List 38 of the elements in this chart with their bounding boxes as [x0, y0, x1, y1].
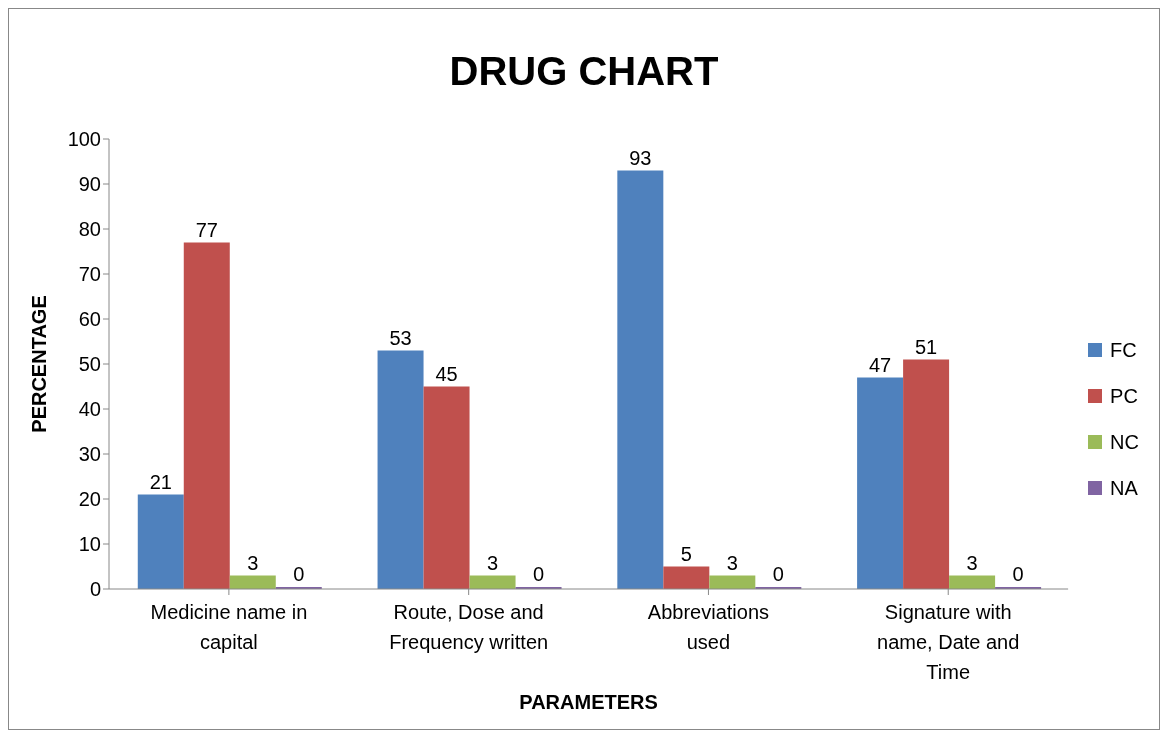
y-tick-label: 70: [78, 263, 101, 286]
data-label: 3: [966, 551, 978, 574]
data-label: 3: [486, 551, 499, 574]
y-tick-label: 100: [67, 128, 101, 151]
data-label: 21: [149, 470, 172, 493]
data-label: 5: [680, 542, 692, 565]
chart-title: DRUG CHART: [448, 48, 720, 95]
legend-label: FC: [1110, 338, 1137, 362]
legend-label: PC: [1110, 384, 1138, 408]
data-label: 0: [293, 563, 305, 585]
y-tick-label: 50: [78, 353, 101, 376]
legend-label: NA: [1110, 476, 1138, 500]
data-label: 51: [914, 335, 938, 358]
data-label: 53: [389, 326, 412, 349]
y-tick-label: 30: [78, 443, 101, 466]
data-label: 0: [772, 563, 784, 585]
data-label: 3: [247, 551, 259, 574]
data-label: 77: [195, 218, 218, 241]
y-tick-label: 60: [78, 308, 101, 331]
y-tick-label: 0: [89, 578, 101, 601]
data-label: 47: [868, 353, 892, 376]
y-tick-label: 40: [78, 398, 101, 421]
data-label: 0: [532, 563, 545, 585]
data-label: 0: [1012, 563, 1024, 585]
y-axis-title: PERCENTAGE: [28, 295, 51, 433]
legend-label: NC: [1110, 430, 1139, 454]
data-label: 45: [435, 362, 458, 385]
x-tick-label: Medicine name in capital: [150, 601, 308, 653]
y-tick-label: 20: [78, 488, 101, 511]
y-tick-label: 10: [78, 533, 101, 556]
x-tick-label: Signature with name, Date and Time: [877, 601, 1020, 683]
y-tick-label: 90: [78, 173, 101, 196]
x-tick-label: Abbreviations used: [647, 601, 770, 653]
x-tick-label: Route, Dose and Frequency written: [389, 601, 549, 653]
y-tick-label: 80: [78, 218, 101, 241]
data-label: 3: [726, 551, 738, 574]
data-label: 93: [629, 146, 652, 169]
x-axis-title: PARAMETERS: [519, 691, 658, 713]
